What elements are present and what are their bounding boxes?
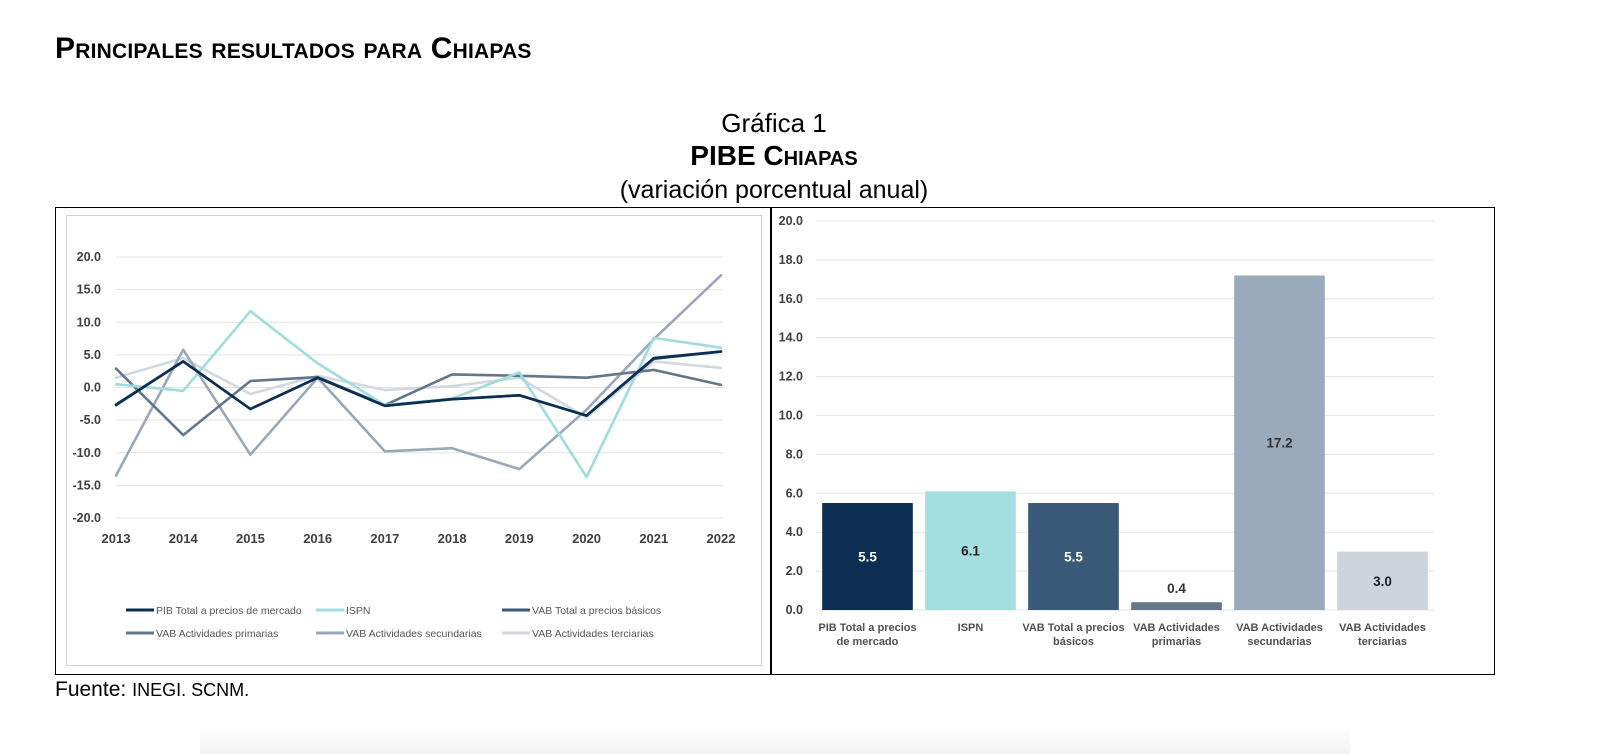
data-label: 5.5: [858, 550, 877, 565]
category-label: VAB Actividades: [1133, 622, 1220, 634]
legend-label: PIB Total a precios de mercado: [156, 605, 302, 617]
legend-label: VAB Actividades primarias: [156, 628, 278, 640]
x-tick-label: 2018: [438, 531, 467, 546]
x-tick-label: 2019: [505, 531, 534, 546]
y-tick-label: 0.0: [786, 603, 803, 617]
y-tick-label: 4.0: [786, 525, 803, 539]
category-label: PIB Total a precios: [818, 622, 916, 634]
source-note: Fuente: INEGI. SCNM.: [55, 678, 249, 702]
category-label: secundarias: [1247, 636, 1311, 648]
y-tick-label: 5.0: [84, 348, 101, 362]
data-label: 0.4: [1167, 581, 1186, 596]
legend-label: VAB Actividades terciarias: [532, 628, 654, 640]
chart-unit: (variación porcentual anual): [619, 176, 929, 204]
bar: [1337, 551, 1428, 610]
data-label: 17.2: [1266, 436, 1292, 451]
y-tick-label: 18.0: [779, 253, 803, 267]
series-line: [114, 356, 723, 419]
y-tick-label: 0.0: [84, 381, 101, 395]
bar-chart: 0.0 2.0 4.0 6.0 8.0 10.0 12.0 14.0 16.0 18.0 20.0 5…: [779, 214, 1434, 648]
y-tick-label: 20.0: [77, 250, 101, 264]
category-label: VAB Actividades: [1339, 622, 1426, 634]
y-tick-label: 14.0: [779, 331, 803, 345]
category-label: ISPN: [958, 622, 984, 634]
y-tick-label: -15.0: [73, 478, 102, 492]
chart-frame: [55, 207, 1495, 675]
data-label: 3.0: [1373, 574, 1392, 589]
y-tick-label: 20.0: [779, 214, 803, 228]
y-tick-label: 12.0: [779, 370, 803, 384]
chart-number: Gráfica 1: [721, 108, 827, 138]
source-label: Fuente:: [55, 678, 127, 701]
line-chart-panel: [66, 215, 762, 666]
bar: [925, 491, 1016, 610]
source-value: INEGI. SCNM.: [132, 680, 250, 700]
page-heading: Principales resultados para Chiapas: [55, 32, 532, 65]
x-tick-label: 2014: [169, 531, 199, 546]
legend-label: VAB Total a precios básicos: [532, 605, 661, 617]
y-tick-label: 2.0: [786, 564, 803, 578]
category-label: VAB Actividades: [1236, 622, 1323, 634]
category-label: VAB Total a precios: [1022, 622, 1124, 634]
legend-label: VAB Actividades secundarias: [346, 628, 482, 640]
y-tick-label: 10.0: [779, 409, 803, 423]
series-line: [114, 309, 723, 479]
data-label: 6.1: [961, 544, 980, 559]
x-tick-label: 2020: [572, 531, 601, 546]
y-tick-label: 15.0: [77, 283, 101, 297]
category-label: primarias: [1152, 636, 1202, 648]
category-label: terciarias: [1358, 636, 1407, 648]
y-tick-label: 10.0: [77, 315, 101, 329]
bar: [1131, 602, 1222, 610]
y-tick-label: -20.0: [73, 511, 102, 525]
line-chart: 20.015.010.05.00.0-5.0-10.0-15.0-20.0201…: [73, 250, 736, 640]
bar: [822, 503, 913, 610]
y-tick-label: -5.0: [79, 413, 101, 427]
series-line: [114, 367, 723, 437]
series-line: [114, 273, 723, 477]
bar: [1028, 503, 1119, 610]
y-tick-label: 6.0: [786, 486, 803, 500]
category-label: básicos: [1053, 636, 1094, 648]
chart-divider: [770, 207, 772, 675]
x-tick-label: 2021: [639, 531, 668, 546]
y-tick-label: -10.0: [73, 446, 102, 460]
bottom-shadow: [200, 725, 1350, 754]
data-label: 5.5: [1064, 550, 1083, 565]
y-tick-label: 16.0: [779, 292, 803, 306]
x-tick-label: 2017: [370, 531, 399, 546]
x-tick-label: 2013: [102, 531, 131, 546]
bar: [1234, 275, 1325, 610]
category-label: de mercado: [837, 636, 899, 648]
series-line: [114, 350, 723, 417]
x-tick-label: 2015: [236, 531, 265, 546]
y-tick-label: 8.0: [786, 447, 803, 461]
chart-title: PIBE Chiapas: [690, 140, 858, 171]
x-tick-label: 2022: [707, 531, 736, 546]
legend-label: ISPN: [346, 605, 371, 617]
x-tick-label: 2016: [303, 531, 332, 546]
